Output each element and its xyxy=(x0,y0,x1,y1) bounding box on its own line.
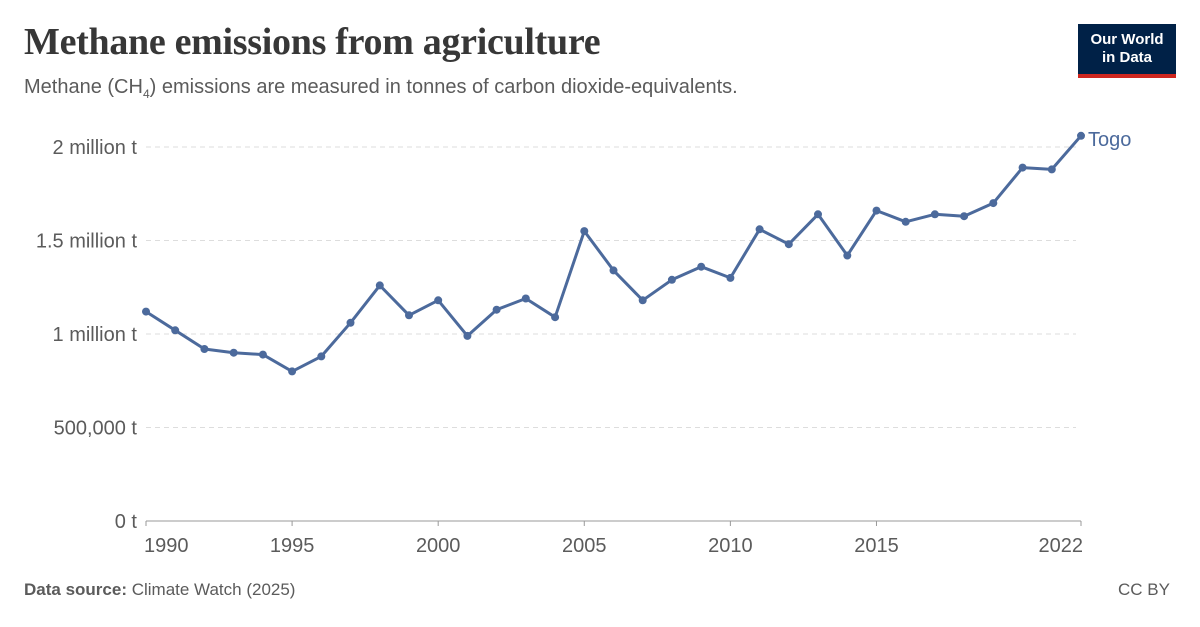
data-point xyxy=(171,326,180,335)
chart-subtitle: Methane (CH4) emissions are measured in … xyxy=(24,76,738,101)
x-tick-label: 1990 xyxy=(144,535,189,557)
x-tick-label: 2015 xyxy=(854,535,899,557)
data-point xyxy=(434,296,443,305)
data-point xyxy=(843,251,852,260)
data-point xyxy=(872,206,881,215)
y-tick-label: 0 t xyxy=(115,511,138,533)
data-point xyxy=(258,350,267,359)
data-point xyxy=(580,227,589,236)
data-point xyxy=(609,266,618,275)
y-tick-label: 1 million t xyxy=(53,324,138,346)
data-point xyxy=(901,217,910,226)
data-point xyxy=(726,273,735,282)
y-tick-label: 1.5 million t xyxy=(36,231,138,253)
x-tick-label: 2005 xyxy=(562,535,607,557)
series-line xyxy=(144,134,1083,373)
y-tick-label: 500,000 t xyxy=(54,418,138,440)
data-point xyxy=(317,352,326,361)
logo-line-1: Our World xyxy=(1090,31,1164,48)
data-point xyxy=(521,294,530,303)
x-axis: 1990 1995 2000 2005 2010 2015 2022 xyxy=(144,520,1084,557)
y-tick-label: 2 million t xyxy=(53,137,138,159)
x-tick-label: 2022 xyxy=(1039,535,1084,557)
data-source: Data source: Climate Watch (2025) xyxy=(24,580,295,600)
data-point xyxy=(638,296,647,305)
data-point xyxy=(288,367,297,376)
data-point xyxy=(229,348,238,357)
x-tick-label: 1995 xyxy=(270,535,315,557)
subtitle-text-start: Methane (CH xyxy=(24,76,143,98)
data-point xyxy=(1047,165,1056,174)
data-point xyxy=(375,281,384,290)
data-point xyxy=(551,313,560,322)
data-point xyxy=(667,275,676,284)
data-point xyxy=(1077,131,1085,140)
y-axis-ticks: 0 t 500,000 t 1 million t 1.5 million t 2 mi… xyxy=(36,137,138,533)
series-label-togo: Togo xyxy=(1088,129,1131,151)
data-point xyxy=(405,311,413,320)
subtitle-subscript: 4 xyxy=(142,87,150,101)
gridlines xyxy=(146,146,1076,428)
x-tick-label: 2010 xyxy=(708,535,753,557)
data-source-value[interactable]: Climate Watch (2025) xyxy=(126,580,296,599)
license-link[interactable]: CC BY xyxy=(1118,580,1170,599)
data-point xyxy=(930,210,939,219)
subtitle-text-end: ) emissions are measured in tonnes of ca… xyxy=(149,76,738,98)
logo-line-2: in Data xyxy=(1101,49,1152,66)
data-source-label: Data source: xyxy=(24,580,127,599)
data-point xyxy=(142,307,150,316)
x-tick-label: 2000 xyxy=(416,535,461,557)
data-point xyxy=(1018,163,1027,172)
data-point xyxy=(814,210,822,219)
series-group: Togo xyxy=(142,129,1131,376)
data-point xyxy=(989,199,998,208)
data-point xyxy=(463,331,472,340)
data-point xyxy=(492,305,501,314)
data-point xyxy=(200,345,209,353)
data-point xyxy=(960,212,969,221)
data-point xyxy=(755,225,764,234)
chart-title: Methane emissions from agriculture xyxy=(24,21,601,63)
data-point xyxy=(697,262,706,271)
data-point xyxy=(346,318,355,327)
owid-logo[interactable]: Our World in Data xyxy=(1078,24,1176,78)
data-point xyxy=(784,240,793,249)
